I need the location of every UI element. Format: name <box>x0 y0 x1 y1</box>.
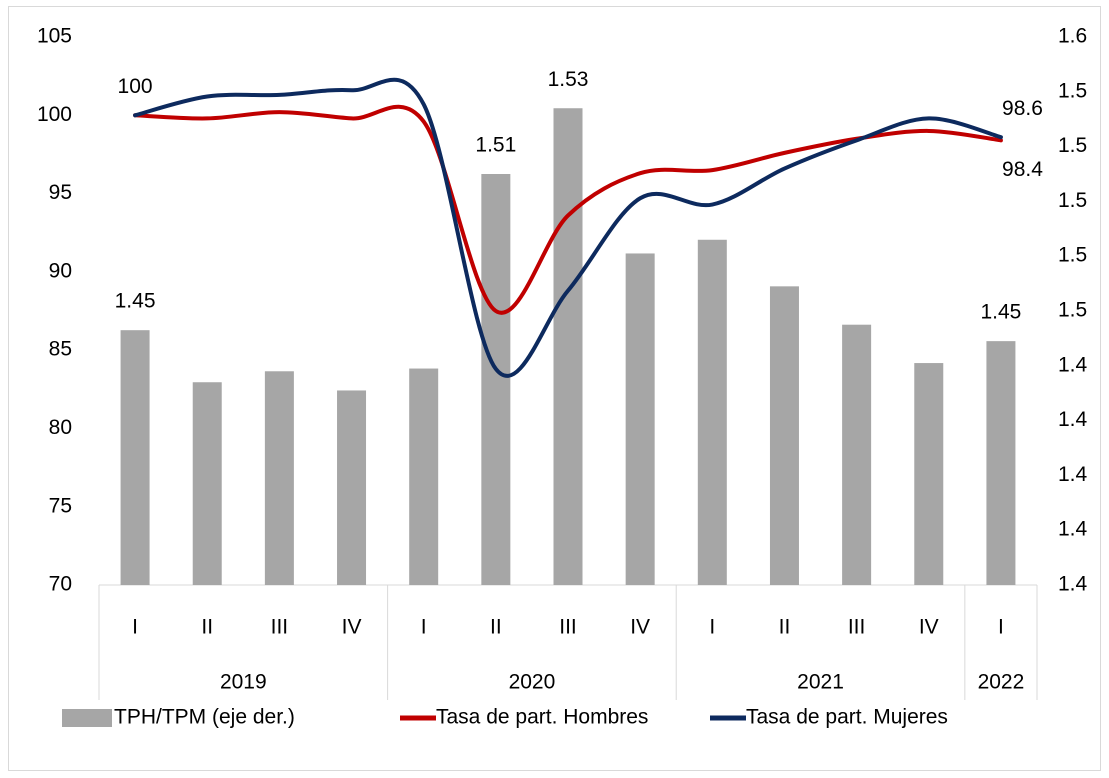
legend-swatch <box>62 709 112 727</box>
bar <box>192 382 222 585</box>
y-tick-label: 85 <box>49 338 72 361</box>
bar <box>264 371 294 585</box>
group-label: 2021 <box>797 671 844 694</box>
x-tick-label: II <box>201 616 213 639</box>
legend-label: TPH/TPM (eje der.) <box>114 706 295 729</box>
y2-tick-label: 1.4 <box>1058 408 1088 431</box>
y2-tick-label: 1.4 <box>1058 463 1088 486</box>
x-tick-label: I <box>421 616 427 639</box>
y-tick-label: 90 <box>49 259 72 282</box>
data-label: 1.45 <box>980 301 1021 324</box>
y-tick-label: 95 <box>49 181 72 204</box>
y2-tick-label: 1.5 <box>1058 299 1087 322</box>
y-tick-label: 105 <box>37 25 72 48</box>
line <box>133 104 1003 315</box>
data-label: 1.45 <box>115 290 156 313</box>
group-label: 2020 <box>509 671 556 694</box>
x-tick-label: II <box>490 616 502 639</box>
group-label: 2019 <box>220 671 267 694</box>
bar <box>697 239 727 585</box>
y2-tick-label: 1.4 <box>1058 353 1088 376</box>
bar <box>553 108 583 586</box>
y2-tick-label: 1.4 <box>1058 518 1088 541</box>
bar <box>120 330 150 585</box>
bar <box>409 368 439 585</box>
x-tick-label: IV <box>919 616 939 639</box>
bar <box>769 286 799 585</box>
x-tick-label: II <box>779 616 791 639</box>
y2-tick-label: 1.5 <box>1058 244 1087 267</box>
y2-tick-label: 1.5 <box>1058 134 1087 157</box>
x-tick-label: III <box>559 616 577 639</box>
y2-tick-label: 1.6 <box>1058 25 1087 48</box>
bar <box>481 174 511 585</box>
x-tick-label: I <box>132 616 138 639</box>
bar <box>337 390 367 585</box>
x-tick-label: III <box>271 616 289 639</box>
data-label: 98.6 <box>1002 97 1043 120</box>
bar <box>625 253 655 585</box>
y2-tick-label: 1.5 <box>1058 79 1087 102</box>
legend-label: Tasa de part. Mujeres <box>746 706 948 729</box>
bar <box>842 324 872 585</box>
data-label: 98.4 <box>1002 158 1043 181</box>
y-tick-label: 75 <box>49 494 72 517</box>
group-label: 2022 <box>978 671 1025 694</box>
y2-tick-label: 1.5 <box>1058 189 1087 212</box>
x-tick-label: III <box>848 616 866 639</box>
line <box>133 77 1003 378</box>
y-tick-label: 80 <box>49 416 72 439</box>
bar <box>986 341 1016 585</box>
y-tick-label: 70 <box>49 573 72 596</box>
bar <box>914 363 944 585</box>
y-tick-label: 100 <box>37 103 72 126</box>
data-label: 1.53 <box>548 68 589 91</box>
data-label: 100 <box>118 75 153 98</box>
y2-tick-label: 1.4 <box>1058 573 1088 596</box>
x-tick-label: IV <box>342 616 362 639</box>
data-label: 1.51 <box>475 134 516 157</box>
x-tick-label: I <box>998 616 1004 639</box>
legend-label: Tasa de part. Hombres <box>436 706 648 729</box>
x-tick-label: I <box>709 616 715 639</box>
x-tick-label: IV <box>630 616 650 639</box>
